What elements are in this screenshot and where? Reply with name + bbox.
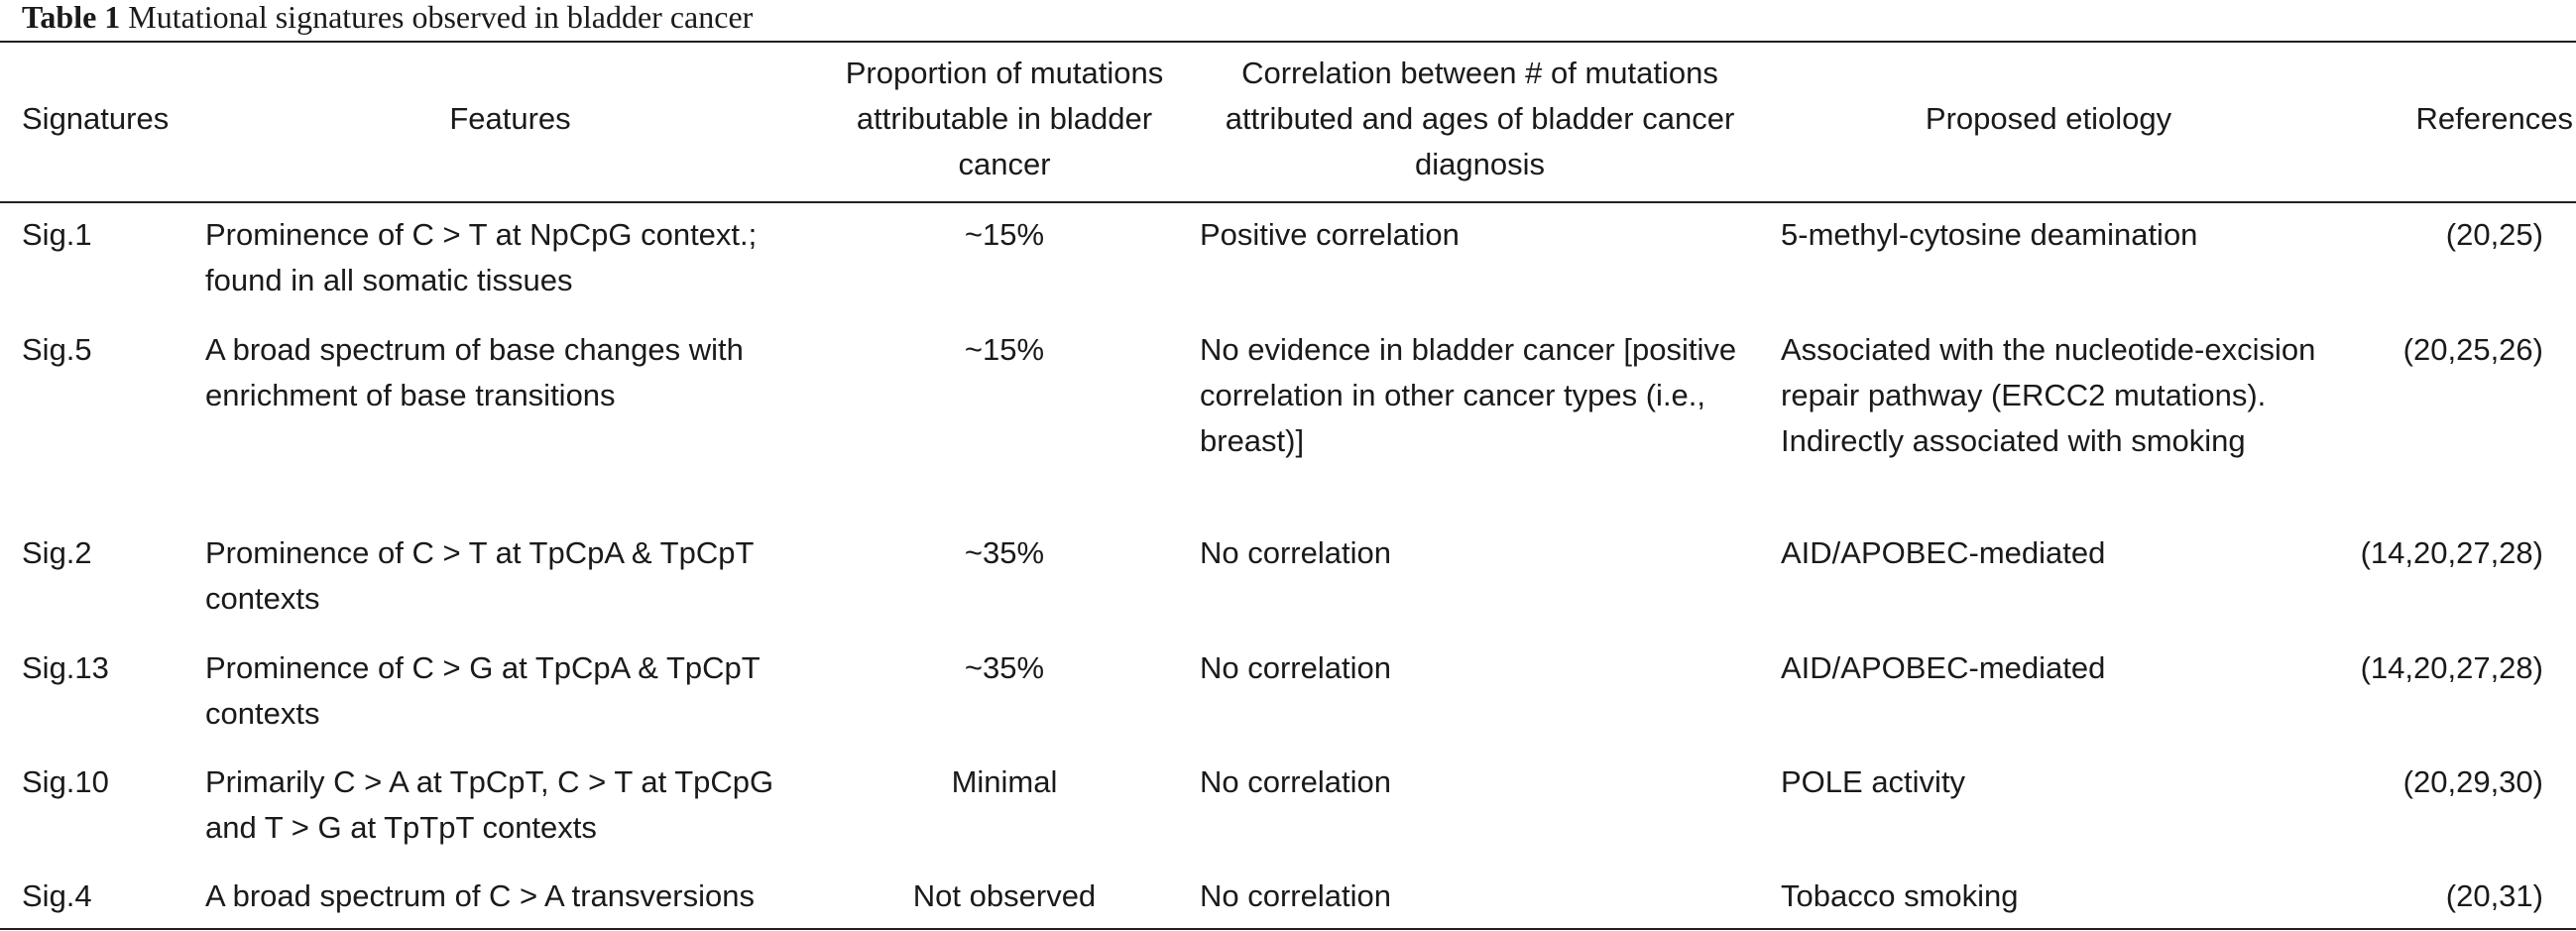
row-4-references: (14,20,27,28) bbox=[2360, 650, 2543, 685]
row-1-proportion: ~15% bbox=[964, 217, 1045, 252]
header-references: References bbox=[2415, 101, 2573, 136]
header-signatures: Signatures bbox=[22, 101, 170, 136]
row-1-etiology: 5-methyl-cytosine deamination bbox=[1781, 217, 2198, 252]
row-6-correlation: No correlation bbox=[1200, 878, 1391, 913]
table-caption: Table 1 Mutational signatures observed i… bbox=[22, 0, 753, 40]
row-6-signature: Sig.4 bbox=[22, 878, 92, 913]
row-4-correlation: No correlation bbox=[1200, 650, 1391, 685]
header-etiology: Proposed etiology bbox=[1925, 101, 2172, 136]
row-3-signature: Sig.2 bbox=[22, 535, 92, 570]
row-3-references: (14,20,27,28) bbox=[2360, 535, 2543, 570]
row-1-correlation: Positive correlation bbox=[1200, 217, 1460, 252]
row-2-signature: Sig.5 bbox=[22, 332, 92, 367]
row-2-correlation: No evidence in bladder cancer [positive … bbox=[1200, 332, 1737, 458]
row-3-etiology: AID/APOBEC-mediated bbox=[1781, 535, 2106, 570]
row-1-signature: Sig.1 bbox=[22, 217, 92, 252]
row-5-features: Primarily C > A at TpCpT, C > T at TpCpG… bbox=[205, 764, 774, 845]
row-4-features: Prominence of C > G at TpCpA & TpCpT con… bbox=[205, 650, 761, 731]
row-5-correlation: No correlation bbox=[1200, 764, 1391, 799]
row-3-proportion: ~35% bbox=[964, 535, 1045, 570]
row-2-etiology: Associated with the nucleotide-excision … bbox=[1781, 332, 2316, 458]
row-2-references: (20,25,26) bbox=[2402, 332, 2543, 367]
table-title: Mutational signatures observed in bladde… bbox=[128, 0, 754, 35]
row-1-references: (20,25) bbox=[2445, 217, 2543, 252]
row-5-references: (20,29,30) bbox=[2402, 764, 2543, 799]
row-6-proportion: Not observed bbox=[912, 878, 1097, 913]
table-label: Table 1 bbox=[22, 0, 121, 35]
row-1-features: Prominence of C > T at NpCpG context.; f… bbox=[205, 217, 758, 297]
header-correlation: Correlation between # of mutations attri… bbox=[1225, 56, 1735, 181]
row-5-proportion: Minimal bbox=[951, 764, 1058, 799]
row-2-proportion: ~15% bbox=[964, 332, 1045, 367]
header-proportion: Proportion of mutations attributable in … bbox=[845, 56, 1164, 181]
row-4-etiology: AID/APOBEC-mediated bbox=[1781, 650, 2106, 685]
row-6-features: A broad spectrum of C > A transversions bbox=[205, 878, 755, 913]
row-5-etiology: POLE activity bbox=[1781, 764, 1966, 799]
header-features: Features bbox=[449, 101, 571, 136]
row-2-features: A broad spectrum of base changes with en… bbox=[205, 332, 744, 412]
row-3-correlation: No correlation bbox=[1200, 535, 1391, 570]
row-6-references: (20,31) bbox=[2445, 878, 2543, 913]
table-header-rule bbox=[0, 201, 2576, 203]
row-6-etiology: Tobacco smoking bbox=[1781, 878, 2019, 913]
row-4-proportion: ~35% bbox=[964, 650, 1045, 685]
row-3-features: Prominence of C > T at TpCpA & TpCpT con… bbox=[205, 535, 754, 616]
row-4-signature: Sig.13 bbox=[22, 650, 109, 685]
table-top-rule bbox=[0, 41, 2576, 43]
row-5-signature: Sig.10 bbox=[22, 764, 109, 799]
table-bottom-rule bbox=[0, 928, 2576, 930]
